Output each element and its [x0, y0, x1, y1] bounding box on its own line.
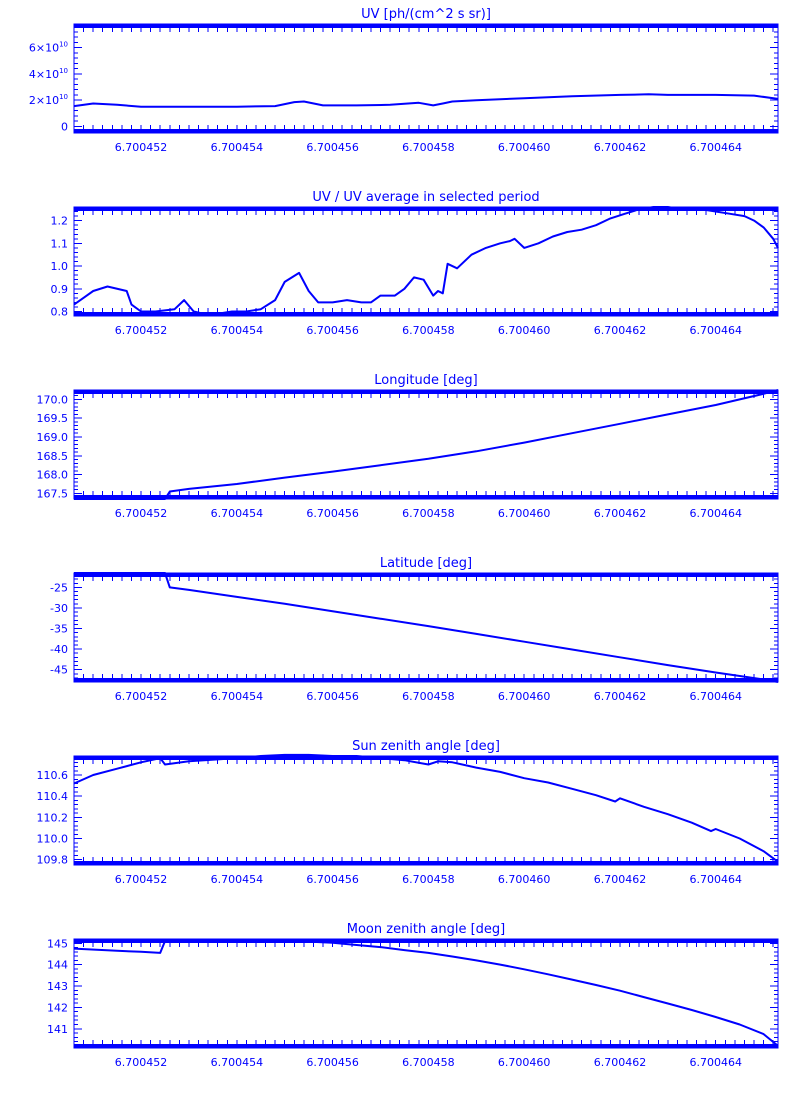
y-tick-label: 4×1010	[29, 67, 68, 81]
plot-frame	[73, 23, 779, 134]
x-tick-label: 6.700458	[402, 507, 455, 520]
x-tick-label: 6.700452	[115, 141, 168, 154]
chart-title: UV [ph/(cm^2 s sr)]	[361, 7, 491, 22]
x-tick-label: 6.700464	[689, 324, 742, 337]
x-tick-label: 6.700454	[211, 141, 264, 154]
y-tick-label: 1.0	[51, 260, 69, 273]
x-tick-label: 6.700460	[498, 324, 551, 337]
y-tick-label: 168.5	[37, 450, 69, 463]
x-tick-label: 6.700458	[402, 141, 455, 154]
panel-longitude: Longitude [deg] 6.700452 6.700454 6.700456 6…	[37, 373, 779, 520]
plot-frame	[73, 389, 779, 500]
x-tick-label: 6.700456	[306, 141, 359, 154]
series-line	[73, 206, 779, 315]
y-tick-label: 0	[61, 120, 68, 133]
y-tick-label: 169.0	[37, 431, 69, 444]
y-tick-label: 1.2	[51, 215, 69, 228]
x-tick-label: 6.700460	[498, 141, 551, 154]
panel-uv: UV [ph/(cm^2 s sr)] 6.700452 6.700454 6.700…	[29, 7, 779, 154]
plot-frame	[73, 206, 779, 317]
series-line	[74, 389, 779, 500]
y-tick-label: 0.8	[51, 305, 69, 318]
y-tick-label: 1.1	[51, 237, 69, 250]
x-tick-label: 6.700454	[211, 507, 264, 520]
y-tick-label: 2×1010	[29, 93, 68, 107]
x-tick-label: 6.700464	[689, 507, 742, 520]
chart-title: Longitude [deg]	[374, 373, 477, 388]
y-tick-label: 0.9	[51, 283, 69, 296]
x-tick-label: 6.700462	[594, 507, 647, 520]
x-tick-label: 6.700462	[594, 141, 647, 154]
x-tick-label: 6.700452	[115, 324, 168, 337]
y-tick-label: 169.5	[37, 412, 69, 425]
y-tick-label: 167.5	[37, 487, 69, 500]
x-tick-label: 6.700452	[115, 507, 168, 520]
x-tick-label: 6.700464	[689, 141, 742, 154]
y-tick-label: 168.0	[37, 469, 69, 482]
x-tick-label: 6.700460	[498, 507, 551, 520]
chart-title: Latitude [deg]	[380, 556, 472, 571]
y-tick-label: 6×1010	[29, 41, 68, 55]
series-line	[73, 93, 779, 108]
x-tick-label: 6.700454	[211, 324, 264, 337]
x-tick-label: 6.700462	[594, 324, 647, 337]
panel-uv-ratio: UV / UV average in selected period 6.7004…	[51, 190, 779, 337]
panel-latitude: Latitude [deg]6.700452 6.700454 6.700456 6.…	[50, 556, 779, 703]
x-tick-label: 6.700456	[306, 507, 359, 520]
chart-title: UV / UV average in selected period	[312, 190, 539, 205]
x-tick-label: 6.700456	[306, 324, 359, 337]
y-tick-label: 170.0	[37, 393, 69, 406]
x-tick-label: 6.700458	[402, 324, 455, 337]
